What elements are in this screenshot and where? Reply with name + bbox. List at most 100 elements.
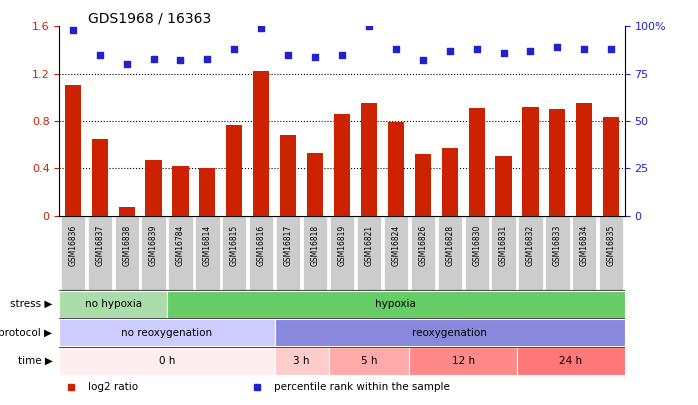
Text: GSM16835: GSM16835 (607, 225, 616, 266)
FancyBboxPatch shape (384, 216, 408, 290)
Bar (442, 148, 458, 216)
FancyBboxPatch shape (410, 216, 435, 290)
Bar (577, 103, 593, 216)
Text: GSM16824: GSM16824 (392, 225, 401, 266)
Point (552, 44, 563, 50)
Bar (253, 71, 269, 216)
Bar (91, 139, 107, 216)
Bar (522, 107, 539, 216)
Point (94, 51, 105, 58)
Bar (226, 125, 242, 216)
Text: GSM16816: GSM16816 (257, 225, 266, 266)
Bar (549, 109, 565, 216)
Bar (59, 291, 167, 318)
Bar (361, 103, 377, 216)
Point (525, 48, 536, 54)
Bar (329, 347, 409, 375)
Text: GSM16818: GSM16818 (311, 225, 320, 266)
Point (417, 57, 429, 64)
Text: GSM16834: GSM16834 (580, 225, 589, 266)
Text: no reoxygenation: no reoxygenation (121, 328, 213, 338)
Point (579, 46, 590, 52)
Text: GSM16833: GSM16833 (553, 225, 562, 266)
FancyBboxPatch shape (88, 216, 112, 290)
Bar (200, 168, 216, 216)
Text: GSM16814: GSM16814 (203, 225, 212, 266)
Bar (603, 117, 619, 216)
Bar (280, 135, 296, 216)
Text: GSM16828: GSM16828 (445, 225, 454, 266)
Text: 5 h: 5 h (361, 356, 377, 366)
Bar (334, 114, 350, 216)
FancyBboxPatch shape (599, 216, 623, 290)
Text: no hypoxia: no hypoxia (84, 299, 142, 309)
Bar (65, 85, 81, 216)
Text: stress ▶: stress ▶ (10, 299, 52, 309)
Point (148, 55, 159, 62)
Point (67, 27, 78, 33)
Bar (275, 347, 329, 375)
FancyBboxPatch shape (519, 216, 542, 290)
Point (498, 49, 509, 56)
FancyBboxPatch shape (142, 216, 165, 290)
Point (121, 61, 132, 68)
Bar (517, 347, 625, 375)
Text: GSM16837: GSM16837 (95, 225, 104, 266)
Point (175, 57, 186, 64)
Bar (496, 156, 512, 216)
Point (390, 46, 401, 52)
Text: GSM16819: GSM16819 (338, 225, 346, 266)
Text: GSM16830: GSM16830 (472, 225, 481, 266)
FancyBboxPatch shape (114, 216, 139, 290)
FancyBboxPatch shape (465, 216, 489, 290)
Bar (167, 291, 625, 318)
Bar (388, 122, 404, 216)
Text: protocol ▶: protocol ▶ (0, 328, 52, 338)
FancyBboxPatch shape (249, 216, 274, 290)
Text: GSM16815: GSM16815 (230, 225, 239, 266)
Point (471, 46, 482, 52)
Text: GSM16821: GSM16821 (364, 225, 373, 266)
Bar (59, 347, 275, 375)
FancyBboxPatch shape (168, 216, 193, 290)
Bar (468, 108, 484, 216)
FancyBboxPatch shape (438, 216, 462, 290)
Text: GSM16784: GSM16784 (176, 225, 185, 266)
Bar (119, 207, 135, 216)
Point (255, 25, 267, 32)
FancyBboxPatch shape (61, 216, 85, 290)
Point (606, 46, 617, 52)
Point (229, 46, 240, 52)
FancyBboxPatch shape (222, 216, 246, 290)
Bar (145, 160, 162, 216)
Text: GSM16832: GSM16832 (526, 225, 535, 266)
FancyBboxPatch shape (545, 216, 570, 290)
Text: percentile rank within the sample: percentile rank within the sample (274, 382, 450, 392)
Text: log2 ratio: log2 ratio (88, 382, 138, 392)
FancyBboxPatch shape (195, 216, 219, 290)
Text: reoxygenation: reoxygenation (413, 328, 487, 338)
Point (336, 51, 348, 58)
Bar (415, 154, 431, 216)
Bar (307, 153, 323, 216)
Text: GSM16831: GSM16831 (499, 225, 508, 266)
FancyBboxPatch shape (276, 216, 300, 290)
Bar (172, 166, 188, 216)
Text: GSM16839: GSM16839 (149, 225, 158, 266)
Point (283, 51, 294, 58)
FancyBboxPatch shape (491, 216, 516, 290)
Text: 3 h: 3 h (293, 356, 310, 366)
Text: GDS1968 / 16363: GDS1968 / 16363 (88, 11, 211, 25)
Bar (409, 347, 517, 375)
FancyBboxPatch shape (330, 216, 354, 290)
FancyBboxPatch shape (572, 216, 596, 290)
Text: GSM16836: GSM16836 (68, 225, 77, 266)
Point (309, 53, 320, 60)
Text: GSM16817: GSM16817 (283, 225, 292, 266)
Text: hypoxia: hypoxia (376, 299, 416, 309)
Text: time ▶: time ▶ (17, 356, 52, 366)
FancyBboxPatch shape (303, 216, 327, 290)
Point (202, 55, 213, 62)
Point (444, 48, 455, 54)
Text: 24 h: 24 h (559, 356, 582, 366)
